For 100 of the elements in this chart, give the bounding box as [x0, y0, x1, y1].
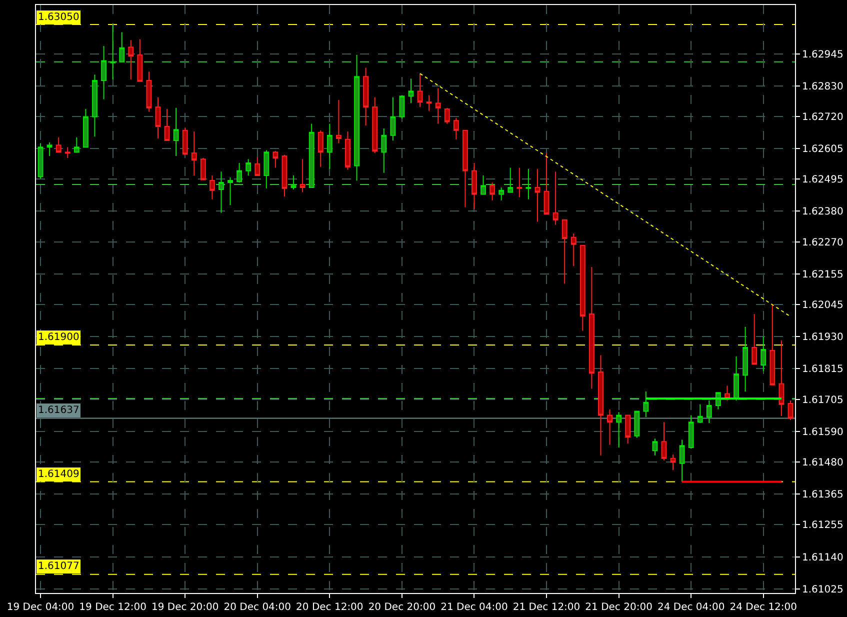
candlestick: [688, 414, 694, 450]
y-tick-label: 1.61140: [802, 552, 844, 564]
candlestick: [82, 108, 88, 148]
candlestick: [544, 152, 550, 214]
candlestick: [625, 414, 631, 444]
candlestick: [453, 117, 459, 140]
y-tick-label: 1.62045: [802, 300, 844, 312]
candlestick: [516, 167, 522, 198]
y-tick-label: 1.62495: [802, 174, 844, 186]
candlestick: [580, 244, 586, 332]
candlestick: [480, 175, 486, 195]
candlestick: [282, 154, 288, 197]
y-tick-label: 1.62945: [802, 49, 844, 60]
candlestick: [552, 171, 558, 226]
x-tick-label: 24 Dec 12:00: [730, 602, 798, 613]
candlestick: [38, 142, 44, 180]
candlestick: [110, 24, 116, 80]
candlestick: [526, 168, 532, 200]
candlestick: [435, 88, 441, 124]
candlestick: [598, 354, 604, 456]
candlestick: [534, 168, 540, 222]
x-tick-label: 24 Dec 04:00: [657, 602, 725, 613]
candlestick: [381, 128, 387, 174]
candlestick: [752, 314, 758, 365]
candlestick: [734, 356, 739, 401]
candlestick: [444, 107, 450, 124]
candlestick: [173, 107, 179, 157]
candlestick: [426, 94, 432, 112]
y-tick-label: 1.61365: [802, 490, 844, 501]
y-tick-label: 1.61480: [802, 458, 844, 469]
candlestick: [643, 391, 649, 418]
candlestick: [760, 336, 766, 372]
candlestick: [164, 108, 170, 141]
candlestick: [228, 177, 233, 206]
y-tick-label: 1.62155: [802, 269, 844, 280]
candlestick: [56, 136, 62, 153]
ref-line-label: 1.61409: [38, 469, 80, 480]
candlestick: [182, 127, 188, 155]
candlestick: [300, 158, 306, 193]
y-tick-label: 1.61705: [802, 394, 844, 406]
candlestick: [290, 175, 296, 190]
candlestick: [209, 175, 215, 200]
ref-line-label: 1.61637: [38, 405, 80, 416]
candlestick: [74, 136, 80, 153]
candlestick: [372, 96, 378, 154]
candlestick: [770, 304, 776, 386]
candlestick: [408, 78, 414, 104]
candlestick: [588, 266, 594, 390]
x-tick-label: 21 Dec 04:00: [440, 602, 508, 613]
y-tick-label: 1.62605: [802, 144, 844, 156]
y-tick-label: 1.61590: [802, 426, 844, 438]
candlestick: [462, 130, 468, 208]
candlestick: [155, 96, 161, 139]
candlestick: [778, 340, 784, 417]
candlestick: [326, 123, 332, 170]
y-tick-label: 1.61025: [802, 584, 844, 596]
candlestick: [706, 400, 712, 424]
candlestick: [336, 100, 342, 144]
candlestick: [634, 410, 640, 438]
candlestick: [119, 32, 125, 62]
candlestick: [246, 158, 252, 176]
candlestick: [490, 182, 496, 201]
candlestick: [417, 73, 423, 108]
candlestick: [272, 150, 278, 168]
candlestick: [345, 131, 350, 170]
y-tick-label: 1.61255: [802, 520, 844, 532]
candlestick: [218, 171, 224, 214]
candlestick: [498, 187, 504, 201]
candlestick: [64, 146, 70, 158]
candlestick: [92, 74, 98, 138]
ref-line-label: 1.63050: [38, 12, 80, 23]
candlestick: [137, 38, 143, 82]
candlestick: [101, 45, 106, 100]
candlestick: [399, 96, 405, 120]
candlestick: [742, 326, 748, 392]
candlestick: [661, 422, 667, 461]
candlestick: [562, 219, 568, 284]
candlestick: [679, 439, 685, 482]
candlestick: [607, 408, 612, 446]
x-tick-label: 19 Dec 04:00: [6, 602, 74, 613]
y-tick-label: 1.62720: [802, 112, 844, 123]
y-tick-label: 1.62830: [802, 81, 844, 92]
x-tick-label: 20 Dec 04:00: [224, 602, 292, 613]
candlestick: [128, 40, 134, 80]
candlestick: [670, 454, 676, 471]
candlestick: [200, 157, 206, 180]
x-tick-label: 19 Dec 20:00: [151, 602, 219, 613]
candlestick: [146, 71, 152, 112]
candlestick: [697, 404, 703, 424]
candlestick: [318, 130, 324, 168]
candlestick: [616, 412, 622, 448]
ref-line-label: 1.61077: [38, 561, 80, 572]
candlestick: [46, 142, 52, 157]
x-tick-label: 20 Dec 20:00: [368, 602, 436, 613]
candlestick: [264, 150, 270, 189]
ref-line-label: 1.61900: [38, 332, 80, 343]
x-tick-label: 21 Dec 20:00: [585, 602, 652, 613]
x-tick-label: 21 Dec 12:00: [512, 602, 580, 613]
candlestick: [508, 167, 514, 193]
x-tick-label: 19 Dec 12:00: [79, 602, 146, 613]
